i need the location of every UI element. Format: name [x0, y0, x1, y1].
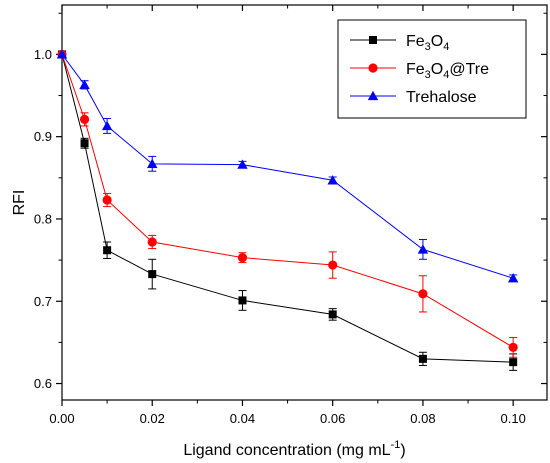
data-point	[238, 296, 247, 305]
legend-marker	[369, 36, 377, 44]
y-tick-label: 0.7	[34, 294, 52, 309]
data-point	[80, 139, 89, 148]
series-line	[61, 54, 514, 363]
data-point	[102, 195, 112, 205]
x-tick-label: 0.08	[410, 411, 435, 426]
legend-label: Fe3O4	[406, 33, 449, 53]
axes-layer: 0.00 0.02 0.04 0.06 0.08 0.10 0.6 0.7 0.8 0.9 1.0 L…	[11, 4, 548, 459]
x-tick-label: 0.10	[501, 411, 526, 426]
y-tick-label: 0.8	[34, 211, 52, 226]
y-tick-label: 0.9	[34, 129, 52, 144]
legend-label: Fe3O4@Tre	[406, 61, 489, 81]
y-axis-title: RFI	[11, 190, 28, 216]
data-point	[509, 358, 518, 367]
data-point	[147, 158, 158, 168]
data-point	[417, 244, 429, 254]
data-point	[237, 253, 248, 263]
y-tick-label: 0.6	[34, 376, 52, 391]
series-line	[61, 54, 514, 279]
x-tick-label: 0.02	[140, 411, 165, 426]
x-tick-label: 0.06	[320, 411, 345, 426]
series-line	[61, 54, 514, 348]
x-tick-label: 0.04	[230, 411, 255, 426]
data-point	[79, 114, 90, 124]
series-1	[57, 49, 518, 358]
legend: Fe3O4 Fe3O4@Tre Trehalose	[337, 19, 527, 119]
data-point	[56, 49, 68, 59]
data-point	[418, 354, 427, 363]
series-2	[56, 49, 519, 283]
series-0	[58, 50, 518, 371]
data-point	[328, 310, 337, 319]
data-point	[103, 246, 112, 255]
legend-label: Trehalose	[406, 89, 477, 106]
data-point	[148, 270, 157, 279]
legend-marker	[368, 63, 378, 73]
data-point	[147, 237, 157, 247]
y-tick-label: 1.0	[34, 47, 52, 62]
series-layer	[56, 49, 519, 371]
data-point	[507, 273, 519, 283]
data-point	[237, 159, 248, 169]
legend-marker	[367, 90, 379, 101]
plot-frame	[61, 4, 548, 401]
data-point	[101, 120, 113, 131]
x-axis-title: Ligand concentration (mg mL-1)	[183, 439, 405, 459]
data-point	[79, 79, 90, 89]
data-point	[327, 175, 338, 185]
data-point	[328, 260, 338, 270]
x-tick-label: 0.00	[49, 411, 74, 426]
data-point	[418, 289, 428, 299]
data-point	[508, 342, 518, 352]
